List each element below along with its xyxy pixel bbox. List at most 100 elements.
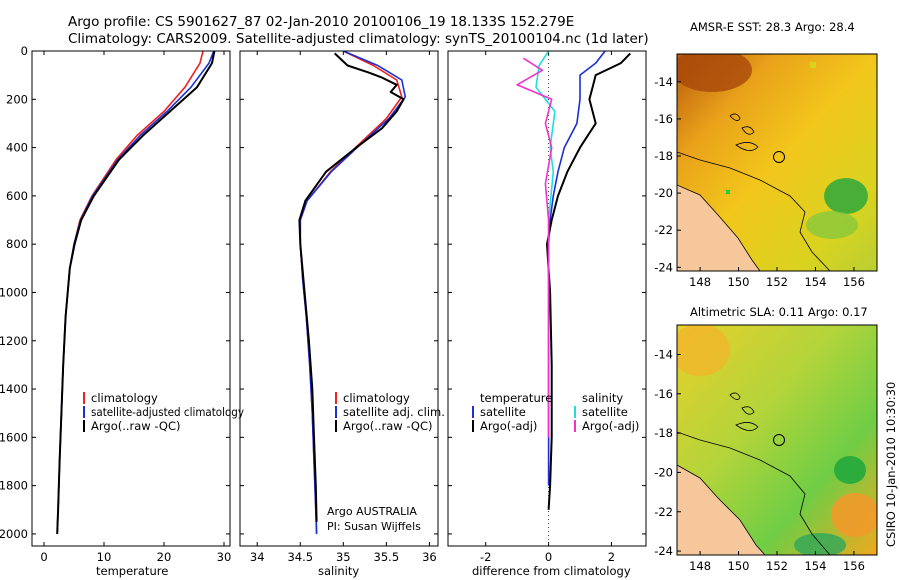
temperature-legend: climatology satellite-adjusted climatolo… [83, 391, 244, 433]
sst-longitude-ticks: 148 150 152 154 156 [689, 267, 865, 289]
series-line-temperature-argo [546, 52, 632, 510]
legend-label-sal-satellite: satellite [582, 405, 628, 419]
difference-axes-frame [447, 50, 647, 547]
latitude-tick-label: -16 [654, 112, 673, 126]
depth-tick-label: 200 [6, 92, 28, 106]
latitude-tick-label: -24 [654, 260, 673, 274]
legend-label-temp-argo: Argo(-adj) [480, 419, 537, 433]
sst-cool-patch [824, 178, 868, 214]
x-tick-label: 0 [40, 550, 47, 564]
depth-tick-label: 0 [21, 44, 28, 58]
salinity-axes-frame [239, 50, 439, 547]
coastline [677, 184, 761, 271]
argo-position-marker [773, 434, 785, 446]
float-program-label: Argo AUSTRALIA [327, 505, 417, 518]
latitude-tick-label: -14 [654, 75, 673, 89]
latitude-tick-label: -18 [654, 426, 673, 440]
salinity-depth-ticks [240, 50, 438, 535]
sst-grid-cell [810, 62, 816, 68]
coastline [677, 464, 766, 555]
series-line-argo [298, 52, 405, 522]
salinity-panel: 34 34.5 35 35.5 36 salinity climatology sate… [239, 50, 445, 578]
temperature-axes-frame [31, 50, 231, 547]
x-tick-label: 35 [336, 550, 351, 564]
sla-latitude-ticks: -14 -16 -18 -20 -22 -24 [654, 347, 681, 558]
legend-label-satellite: satellite-adjusted climatology [91, 405, 244, 419]
sla-longitude-ticks: 148 150 152 154 156 [689, 551, 865, 573]
longitude-tick-label: 156 [843, 275, 865, 289]
series-line-climatology [56, 51, 204, 534]
depth-tick-label: 600 [6, 189, 28, 203]
x-tick-label: 36 [422, 550, 437, 564]
longitude-tick-label: 154 [804, 559, 826, 573]
difference-axis-ticks: -2 0 2 [480, 51, 615, 564]
sla-low-patch [794, 533, 846, 555]
land-mass [677, 465, 765, 555]
x-tick-label: 2 [608, 550, 615, 564]
latitude-tick-label: -20 [654, 186, 673, 200]
x-tick-label: 0 [545, 550, 552, 564]
legend-label-sal-argo: Argo(-adj) [582, 419, 639, 433]
series-line-salinity-argo [516, 57, 553, 438]
argo-position-marker [773, 151, 785, 163]
difference-legend: temperature satellite Argo(-adj) salinit… [472, 391, 639, 433]
depth-axis-ticks: 0 200 400 600 800 1000 1200 1400 1600 1800 2000 [0, 44, 230, 541]
legend-label-argo: Argo(..raw -QC) [343, 419, 433, 433]
sst-grid-cell [726, 190, 730, 194]
sst-warm-core [677, 54, 752, 92]
depth-tick-label: 400 [6, 141, 28, 155]
x-tick-label: 20 [157, 550, 172, 564]
reef-outlines [729, 113, 759, 151]
longitude-tick-label: 154 [804, 275, 826, 289]
longitude-tick-label: 152 [766, 275, 788, 289]
sla-low-patch [834, 456, 866, 484]
salinity-xlabel: salinity [318, 564, 359, 578]
depth-tick-label: 1400 [0, 382, 28, 396]
principal-investigator-label: PI: Susan Wijffels [327, 520, 421, 533]
difference-xlabel: difference from climatology [472, 564, 631, 578]
sst-latitude-ticks: -14 -16 -18 -20 -22 -24 [654, 75, 681, 274]
shelf-edge-contour [677, 151, 831, 271]
x-tick-label: 35.5 [374, 550, 400, 564]
longitude-tick-label: 152 [766, 559, 788, 573]
latitude-tick-label: -18 [654, 149, 673, 163]
depth-tick-label: 1000 [0, 285, 28, 299]
sla-map-title: Altimetric SLA: 0.11 Argo: 0.17 [690, 305, 868, 319]
legend-header-temperature: temperature [480, 391, 552, 405]
depth-tick-label: 2000 [0, 527, 28, 541]
latitude-tick-label: -24 [654, 544, 673, 558]
x-tick-label: 34.5 [287, 550, 313, 564]
csiro-timestamp: CSIRO 10-Jan-2010 10:30:30 [884, 382, 898, 547]
sla-high-patch [677, 325, 730, 376]
legend-header-salinity: salinity [582, 391, 623, 405]
salinity-axis-ticks: 34 34.5 35 35.5 36 [250, 51, 437, 564]
depth-tick-label: 1200 [0, 334, 28, 348]
series-line-satellite-adj-clim- [299, 51, 407, 534]
land-mass [677, 185, 760, 271]
difference-panel: -2 0 2 difference from climatology tempera… [447, 50, 647, 578]
figure-title-line2: Climatology: CARS2009. Satellite-adjuste… [68, 31, 649, 47]
latitude-tick-label: -22 [654, 223, 673, 237]
salinity-legend: climatology satellite adj. clim. Argo(..… [335, 391, 445, 433]
difference-lines [516, 51, 632, 546]
series-line-argo [56, 51, 216, 534]
sst-map: AMSR-E SST: 28.3 Argo: 28.4 -14 -16 -18 -20… [654, 20, 878, 289]
longitude-tick-label: 150 [728, 559, 750, 573]
temperature-panel: 0 200 400 600 800 1000 1200 1400 1600 1800 2000 0 1… [0, 44, 244, 578]
longitude-tick-label: 148 [689, 275, 711, 289]
sla-high-patch [831, 493, 877, 537]
latitude-tick-label: -22 [654, 505, 673, 519]
sla-field [677, 325, 877, 555]
difference-depth-ticks [448, 50, 646, 535]
x-tick-label: -2 [480, 550, 491, 564]
depth-tick-label: 1800 [0, 479, 28, 493]
shelf-edge-contour [677, 431, 831, 555]
reef-outlines [729, 392, 759, 431]
depth-tick-label: 1600 [0, 430, 28, 444]
legend-label-satellite: satellite adj. clim. [343, 405, 445, 419]
legend-label-temp-satellite: satellite [480, 405, 526, 419]
longitude-tick-label: 156 [843, 559, 865, 573]
temperature-lines [56, 51, 216, 534]
legend-label-climatology: climatology [91, 391, 158, 405]
x-tick-label: 34 [250, 550, 265, 564]
